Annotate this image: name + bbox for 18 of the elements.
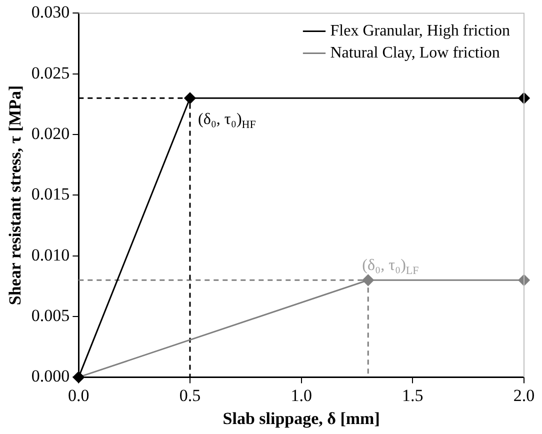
- y-tick-label: 0.030: [31, 2, 70, 22]
- x-axis-title: Slab slippage, δ [mm]: [222, 409, 380, 428]
- point: [362, 274, 374, 286]
- x-tick-label: 0.5: [179, 386, 201, 405]
- y-tick-label: 0.020: [31, 124, 70, 143]
- y-tick-label: 0.025: [31, 63, 70, 82]
- x-tick-label: 0.0: [68, 386, 90, 405]
- x-tick-label: 1.0: [290, 386, 312, 405]
- legend-label: Flex Granular, High friction: [330, 22, 510, 40]
- y-tick-label: 0.010: [31, 245, 70, 264]
- x-tick-label: 1.5: [402, 386, 424, 405]
- y-tick-label: 0.005: [31, 306, 70, 325]
- y-tick-label: 0.015: [31, 184, 70, 204]
- x-tick-label: 2.0: [513, 386, 535, 405]
- y-tick-label: 0.000: [31, 366, 70, 386]
- point: [184, 92, 196, 104]
- legend-label: Natural Clay, Low friction: [330, 44, 500, 62]
- y-axis-title: Shear resistant stress, τ [MPa]: [6, 85, 25, 306]
